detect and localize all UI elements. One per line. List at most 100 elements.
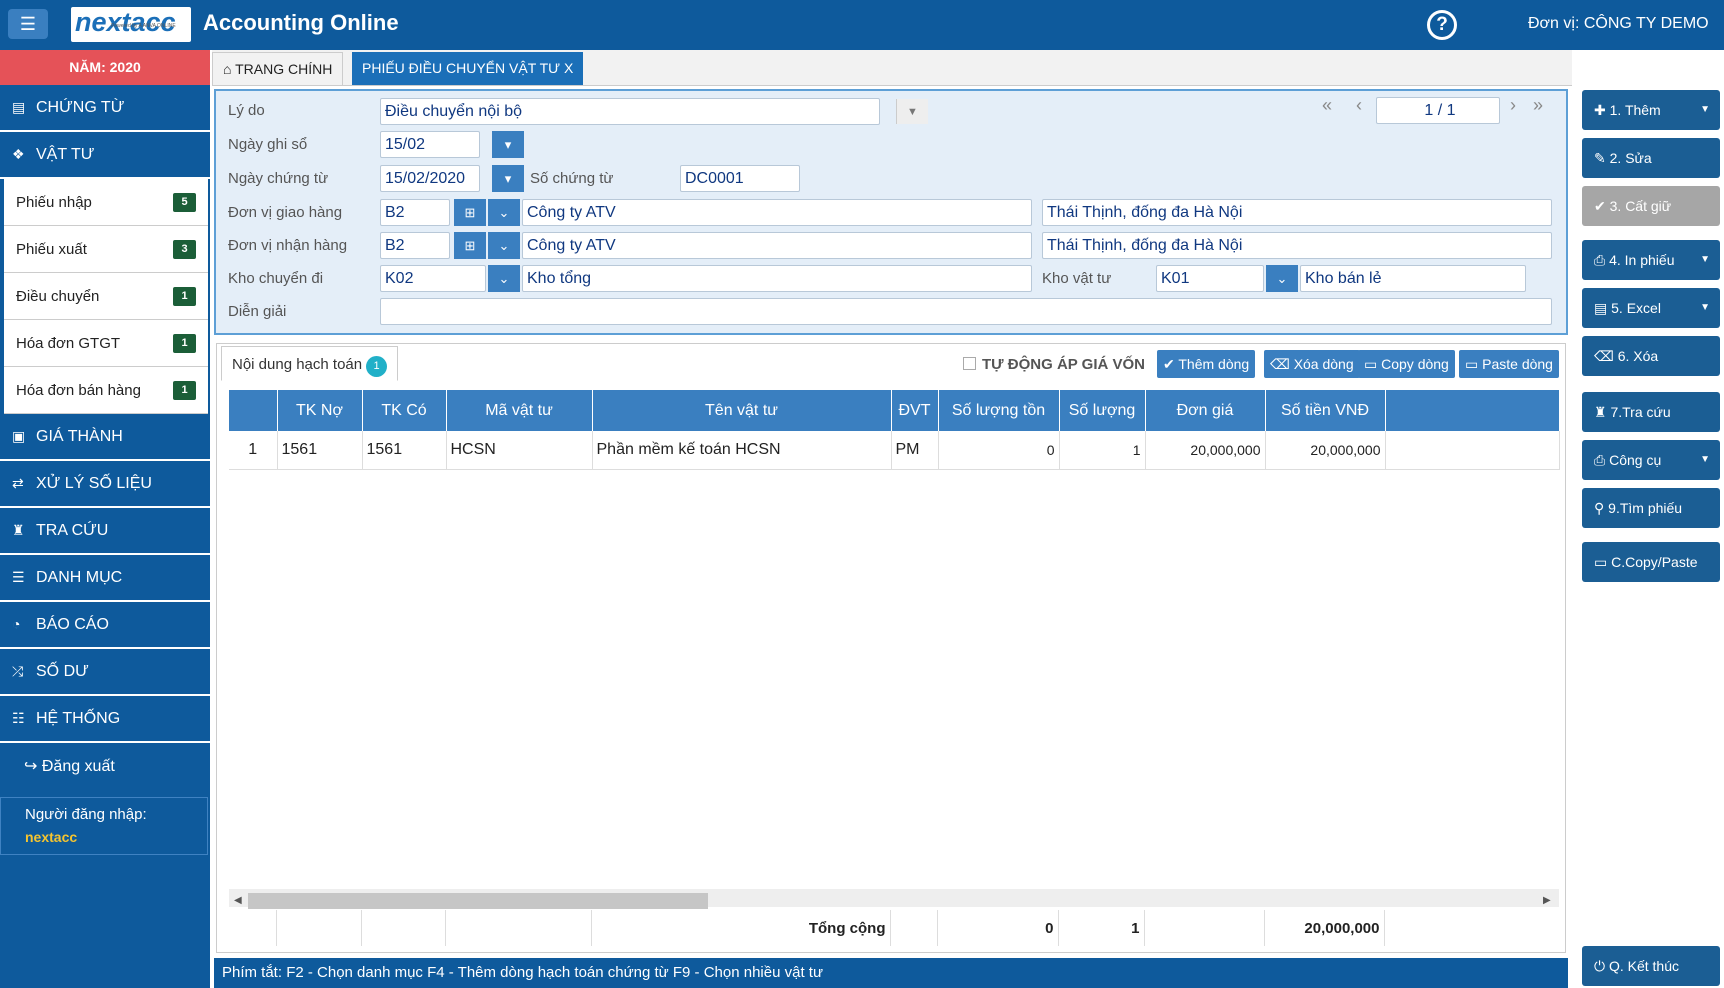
hamburger-menu-button[interactable]: ☰ [8,9,48,39]
total-label: Tổng cộng [591,910,891,946]
scroll-right-icon[interactable]: ▶ [1543,895,1551,906]
cell-tk-co[interactable]: 1561 [362,431,447,470]
calendar-dropdown-icon[interactable]: ▾ [492,165,524,192]
submenu-phieu-nhap[interactable]: Phiếu nhập 5 [4,179,208,226]
ly-do-select[interactable]: Điều chuyển nội bộ [380,98,880,125]
don-vi-nhan-name[interactable]: Công ty ATV [522,232,1032,259]
caret-down-icon[interactable]: ▼ [1700,454,1710,465]
col-header[interactable]: TK Có [362,390,447,431]
col-header[interactable]: Số lượng tồn [938,390,1060,431]
kho-chuyen-di-name[interactable]: Kho tổng [522,265,1032,292]
scroll-left-icon[interactable]: ◀ [234,895,242,906]
help-icon[interactable]: ? [1427,10,1457,40]
print-button[interactable]: ⎙ 4. In phiếu ▼ [1582,240,1720,280]
save-button[interactable]: ✔ 3. Cất giữ [1582,186,1720,226]
sidebar-item-chung-tu[interactable]: ▤ CHỨNG TỪ [0,85,210,132]
cell-dvt[interactable]: PM [891,431,939,470]
paste-row-button[interactable]: ▭ Paste dòng [1459,350,1559,378]
logo-tagline: Powered by A ANVA ONLINE [111,23,176,29]
sidebar-item-xu-ly-so-lieu[interactable]: ⇄ XỬ LÝ SỐ LIỆU [0,461,210,508]
copy-row-button[interactable]: ▭ Copy dòng [1358,350,1455,378]
col-header[interactable]: Tên vật tư [592,390,892,431]
ngay-ghi-so-field[interactable]: 15/02 [380,131,480,158]
sidebar: NĂM: 2020 ▤ CHỨNG TỪ ❖ VẬT TƯ Phiếu nhập 5 … [0,50,210,988]
auto-cost-checkbox[interactable]: TỰ ĐỘNG ÁP GIÁ VỐN [963,356,1145,373]
sidebar-item-bao-cao[interactable]: ◔ BÁO CÁO [0,602,210,649]
last-page-icon[interactable]: » [1533,95,1544,115]
kho-vat-tu-code[interactable]: K01 [1156,265,1264,292]
caret-down-icon[interactable]: ▼ [1700,254,1710,265]
cell-tk-no[interactable]: 1561 [277,431,363,470]
total-cell-empty [361,910,446,946]
sidebar-item-danh-muc[interactable]: ☰ DANH MỤC [0,555,210,602]
sidebar-item-so-du[interactable]: ⤮ SỐ DƯ [0,649,210,696]
col-header[interactable]: TK Nợ [277,390,363,431]
cell-ma-vat-tu[interactable]: HCSN [446,431,593,470]
sidebar-item-he-thong[interactable]: ☷ HỆ THỐNG [0,696,210,743]
submenu-hoa-don-gtgt[interactable]: Hóa đơn GTGT 1 [4,320,208,367]
dien-giai-field[interactable] [380,298,1552,325]
submenu-phieu-xuat[interactable]: Phiếu xuất 3 [4,226,208,273]
kho-vat-tu-name[interactable]: Kho bán lẻ [1300,265,1526,292]
search-voucher-button[interactable]: ⚲ 9.Tìm phiếu [1582,488,1720,528]
calendar-dropdown-icon[interactable]: ▾ [492,131,524,158]
delete-row-button[interactable]: ⌫ Xóa dòng [1264,350,1360,378]
chevron-down-icon[interactable]: ⌄ [488,199,520,226]
chevron-down-icon[interactable]: ⌄ [1266,265,1298,292]
table-row[interactable]: 1 1561 1561 HCSN Phần mềm kế toán HCSN P… [229,431,1560,470]
don-vi-giao-address[interactable]: Thái Thịnh, đống đa Hà Nội [1042,199,1552,226]
col-header[interactable]: ĐVT [891,390,939,431]
pager-display[interactable]: 1 / 1 [1376,97,1500,124]
add-button[interactable]: ✚ 1. Thêm ▼ [1582,90,1720,130]
checkbox-icon[interactable] [963,357,976,370]
tab-phieu-dieu-chuyen[interactable]: PHIẾU ĐIỀU CHUYỂN VẬT TƯ X [352,52,584,85]
tab-home[interactable]: ⌂ TRANG CHÍNH [212,52,344,85]
don-vi-nhan-address[interactable]: Thái Thịnh, đống đa Hà Nội [1042,232,1552,259]
kho-chuyen-di-code[interactable]: K02 [380,265,486,292]
add-icon[interactable]: ⊞ [454,199,486,226]
next-page-icon[interactable]: › [1510,95,1516,115]
sidebar-item-label: DANH MỤC [36,569,123,586]
tools-button[interactable]: ⎙ Công cụ ▼ [1582,440,1720,480]
button-label: Paste dòng [1482,356,1553,372]
submenu-hoa-don-ban-hang[interactable]: Hóa đơn bán hàng 1 [4,367,208,414]
sidebar-item-vat-tu[interactable]: ❖ VẬT TƯ [0,132,210,179]
tab-noi-dung-hach-toan[interactable]: Nội dung hạch toán 1 [221,346,399,381]
caret-down-icon[interactable]: ▼ [1700,302,1710,313]
submenu-dieu-chuyen[interactable]: Điều chuyển 1 [4,273,208,320]
exit-button[interactable]: ⏻ Q. Kết thúc [1582,946,1720,986]
col-header[interactable]: Đơn giá [1145,390,1266,431]
don-vi-nhan-code[interactable]: B2 [380,232,450,259]
col-header[interactable]: Số tiền VNĐ [1265,390,1386,431]
edit-button[interactable]: ✎ 2. Sửa [1582,138,1720,178]
add-icon[interactable]: ⊞ [454,232,486,259]
add-row-button[interactable]: ✔ Thêm dòng [1157,350,1256,378]
col-header[interactable]: Mã vật tư [446,390,593,431]
sidebar-item-gia-thanh[interactable]: ▣ GIÁ THÀNH [0,414,210,461]
copy-paste-button[interactable]: ▭ C.Copy/Paste [1582,542,1720,582]
so-chung-tu-field[interactable]: DC0001 [680,165,800,192]
chevron-down-icon[interactable]: ⌄ [488,265,520,292]
chevron-down-icon[interactable]: ⌄ [488,232,520,259]
ngay-chung-tu-field[interactable]: 15/02/2020 [380,165,480,192]
lookup-button[interactable]: ♜ 7.Tra cứu [1582,392,1720,432]
prev-page-icon[interactable]: ‹ [1356,95,1362,115]
chevron-down-icon[interactable]: ▼ [896,99,928,124]
logout-button[interactable]: ↪ Đăng xuất [0,743,210,791]
cell-don-gia[interactable]: 20,000,000 [1145,431,1266,470]
delete-button[interactable]: ⌫ 6. Xóa [1582,336,1720,376]
ngay-chung-tu-label: Ngày chứng từ [228,170,329,187]
col-header[interactable]: Số lượng [1059,390,1146,431]
first-page-icon[interactable]: « [1322,95,1333,115]
cell-so-tien[interactable]: 20,000,000 [1265,431,1386,470]
don-vi-giao-name[interactable]: Công ty ATV [522,199,1032,226]
cell-so-luong-ton[interactable]: 0 [938,431,1060,470]
excel-button[interactable]: ▤ 5. Excel ▼ [1582,288,1720,328]
don-vi-giao-code[interactable]: B2 [380,199,450,226]
sidebar-item-tra-cuu[interactable]: ♜ TRA CỨU [0,508,210,555]
sidebar-item-label: HỆ THỐNG [36,710,121,727]
cell-ten-vat-tu[interactable]: Phần mềm kế toán HCSN [592,431,892,470]
scrollbar-thumb[interactable] [248,893,708,909]
caret-down-icon[interactable]: ▼ [1700,104,1710,115]
cell-so-luong[interactable]: 1 [1059,431,1146,470]
